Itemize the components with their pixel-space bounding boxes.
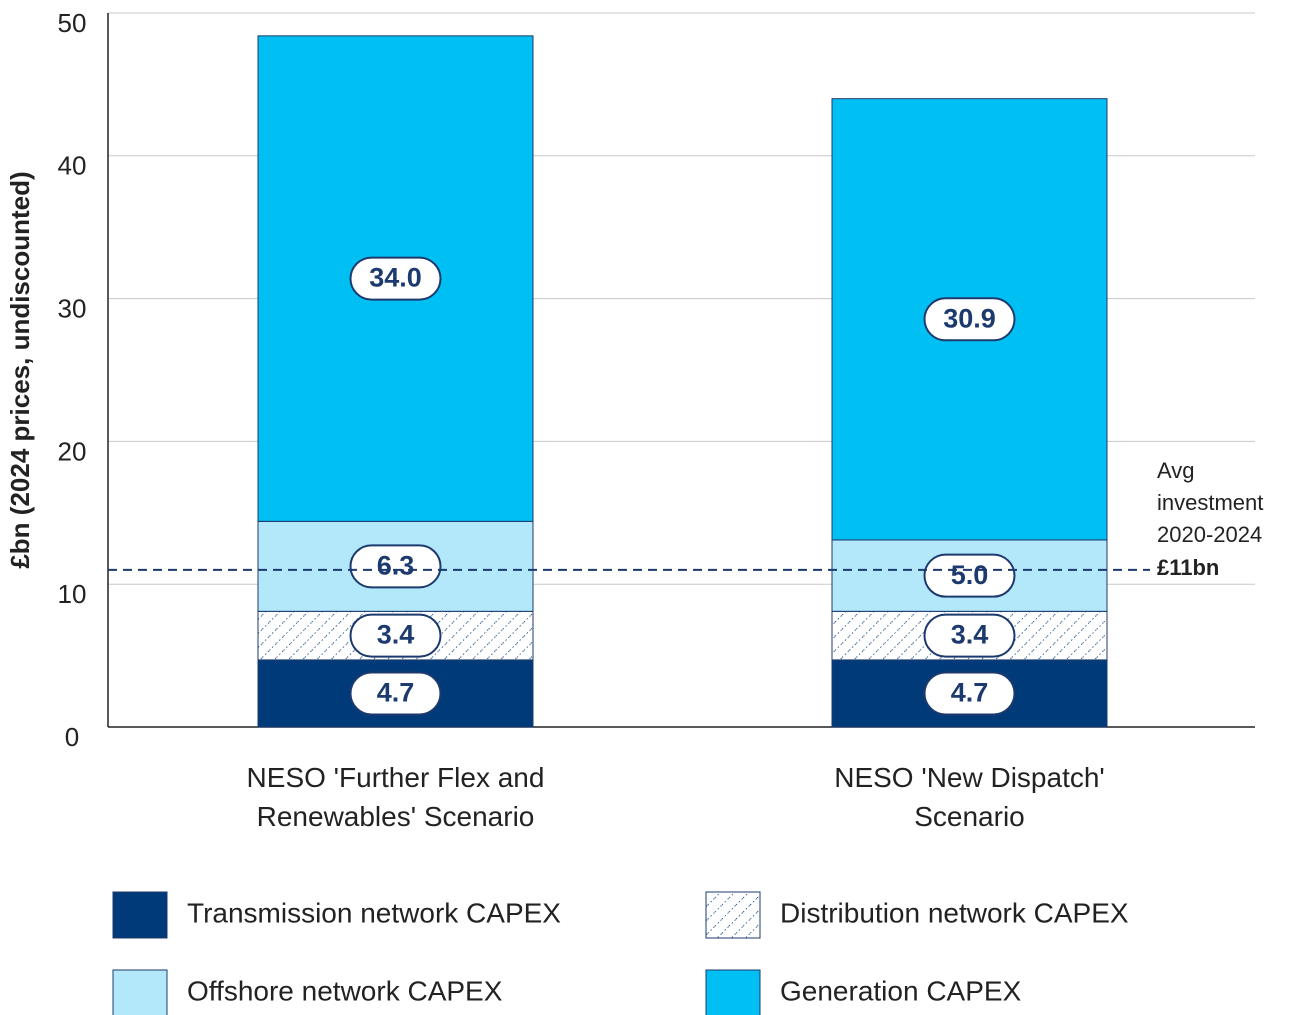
y-tick-label: 40 [58,151,87,181]
annotation-text: Avg [1157,458,1195,483]
value-label: 30.9 [943,303,996,333]
value-label-box [923,553,1016,598]
legend-swatch [705,891,761,939]
value-label-box [923,297,1016,342]
y-axis-title: £bn (2024 prices, undiscounted) [5,171,35,568]
x-tick-label: NESO 'Further Flex and Renewables' Scena… [246,762,545,832]
y-tick-label: 0 [65,722,79,752]
value-label-box [349,671,442,716]
legend-swatch [705,969,761,1015]
value-label-box [923,671,1016,716]
legend-swatch [112,969,168,1015]
legend-swatch [112,891,168,939]
legend-label: Distribution network CAPEX [780,897,1129,928]
y-tick-label: 50 [58,8,87,38]
value-label: 4.7 [951,678,989,708]
annotation-text: 2020-2024 [1157,522,1262,547]
legend-label: Offshore network CAPEX [187,975,503,1006]
y-tick-label: 20 [58,436,87,466]
value-label: 6.3 [377,550,415,580]
y-tick-label: 10 [58,579,87,609]
value-label: 3.4 [951,620,989,650]
value-label: 4.7 [377,678,415,708]
y-tick-label: 30 [58,293,87,323]
value-label-box [349,613,442,658]
x-tick-label: NESO 'New Dispatch' Scenario [834,762,1105,832]
value-label-box [349,256,442,301]
legend-label: Transmission network CAPEX [187,897,561,928]
annotation-text: investment [1157,490,1263,515]
value-label: 3.4 [377,620,415,650]
value-label-box [923,613,1016,658]
annotation-value: £11bn [1157,555,1219,580]
value-label: 34.0 [369,263,422,293]
value-label: 5.0 [951,560,989,590]
legend-label: Generation CAPEX [780,975,1022,1006]
value-label-box [349,544,442,589]
